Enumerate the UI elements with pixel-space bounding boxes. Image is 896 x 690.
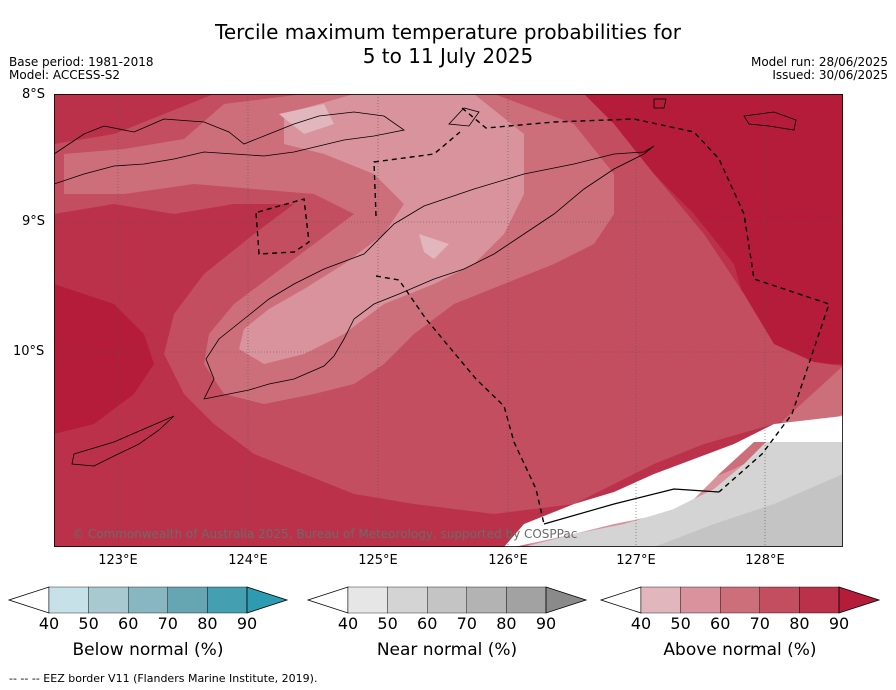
- title-line-1: Tercile maximum temperature probabilitie…: [215, 20, 681, 44]
- map-panel: [54, 94, 843, 547]
- colorbar-tick-label: 90: [828, 614, 850, 633]
- colorbar-segment: [387, 586, 428, 614]
- issued-date: Issued: 30/06/2025: [772, 68, 888, 82]
- meta-right: Model run: 28/06/2025 Issued: 30/06/2025: [751, 56, 888, 82]
- colorbar-segment: [167, 586, 208, 614]
- lon-label-127e: 127°E: [616, 553, 656, 568]
- coastline: [54, 98, 797, 467]
- colorbar-tick-label: 90: [535, 614, 557, 633]
- colorbar-below: [7, 586, 289, 614]
- colorbar-extend-right: [838, 586, 881, 614]
- colorbar-segment: [207, 586, 248, 614]
- eez-border-solid: [543, 488, 720, 525]
- meta-left: Base period: 1981-2018 Model: ACCESS-S2: [9, 56, 154, 82]
- colorbar-segment: [466, 586, 507, 614]
- chart-title: Tercile maximum temperature probabilitie…: [0, 20, 896, 68]
- colorbar-label-above: Above normal (%): [663, 640, 817, 660]
- colorbar-tick-label: 50: [78, 614, 99, 633]
- colorbar-tick-label: 60: [710, 614, 731, 633]
- colorbar-tick-label: 70: [456, 614, 477, 633]
- model-run: Model run: 28/06/2025: [750, 55, 888, 69]
- colorbar-tick-label: 70: [157, 614, 178, 633]
- colorbar-near: [306, 586, 588, 614]
- colorbar-tick-label: 70: [749, 614, 770, 633]
- colorbar-above: [599, 586, 881, 614]
- lat-label-9s: 9°S: [22, 214, 46, 229]
- colorbar-segment: [48, 586, 89, 614]
- colorbar-label-below: Below normal (%): [72, 640, 224, 660]
- title-line-2: 5 to 11 July 2025: [362, 44, 534, 68]
- lon-label-128e: 128°E: [745, 553, 785, 568]
- colorbar-segment: [759, 586, 800, 614]
- colorbar-segment: [506, 586, 547, 614]
- colorbar-tick-label: 40: [38, 614, 60, 633]
- colorbar-extend-left: [599, 586, 642, 614]
- eez-footnote: -- -- -- EEZ border V11 (Flanders Marine…: [9, 672, 318, 685]
- base-period: Base period: 1981-2018: [9, 55, 154, 69]
- lat-label-8s: 8°S: [22, 87, 46, 102]
- colorbar-tick-label: 60: [118, 614, 139, 633]
- map-frame: [54, 94, 843, 547]
- band-above-90-west: [54, 284, 154, 434]
- colorbar-tick-label: 40: [337, 614, 359, 633]
- band-near-60: [654, 474, 843, 547]
- colorbar-segment: [640, 586, 681, 614]
- band-above-50: [239, 94, 524, 364]
- colorbar-segment: [680, 586, 721, 614]
- colorbar-segment: [720, 586, 761, 614]
- lon-label-124e: 124°E: [228, 553, 268, 568]
- colorbar-extend-left: [306, 586, 349, 614]
- colorbar-extend-right: [246, 586, 289, 614]
- band-above-90-east: [584, 94, 843, 366]
- colorbar-segment: [88, 586, 129, 614]
- band-above-40: [419, 234, 449, 259]
- colorbar-tick-label: 80: [789, 614, 810, 633]
- colorbar-tick-label: 80: [496, 614, 517, 633]
- lon-label-123e: 123°E: [98, 553, 138, 568]
- colorbars: [7, 586, 881, 614]
- colorbar-tick-label: 60: [417, 614, 438, 633]
- colorbar-tick-label: 90: [236, 614, 258, 633]
- copyright-note: © Commonwealth of Australia 2025, Bureau…: [72, 527, 578, 541]
- colorbar-tick-label: 50: [670, 614, 691, 633]
- probability-map: [54, 94, 843, 547]
- colorbar-segment: [127, 586, 168, 614]
- colorbar-segment: [347, 586, 388, 614]
- colorbar-extend-right: [545, 586, 588, 614]
- lon-label-125e: 125°E: [358, 553, 398, 568]
- colorbar-extend-left: [7, 586, 50, 614]
- colorbar-tick-label: 80: [197, 614, 218, 633]
- model-name: Model: ACCESS-S2: [9, 68, 121, 82]
- eez-border: [255, 107, 830, 525]
- band-above-40-b: [279, 104, 334, 134]
- map-grid: [54, 94, 843, 547]
- lon-label-126e: 126°E: [488, 553, 528, 568]
- lat-label-10s: 10°S: [13, 344, 45, 359]
- colorbar-segment: [427, 586, 468, 614]
- colorbar-tick-label: 40: [630, 614, 652, 633]
- white-gap: [504, 416, 843, 547]
- colorbar-tick-label: 50: [377, 614, 398, 633]
- colorbar-segment: [799, 586, 840, 614]
- colorbar-label-near: Near normal (%): [376, 640, 518, 660]
